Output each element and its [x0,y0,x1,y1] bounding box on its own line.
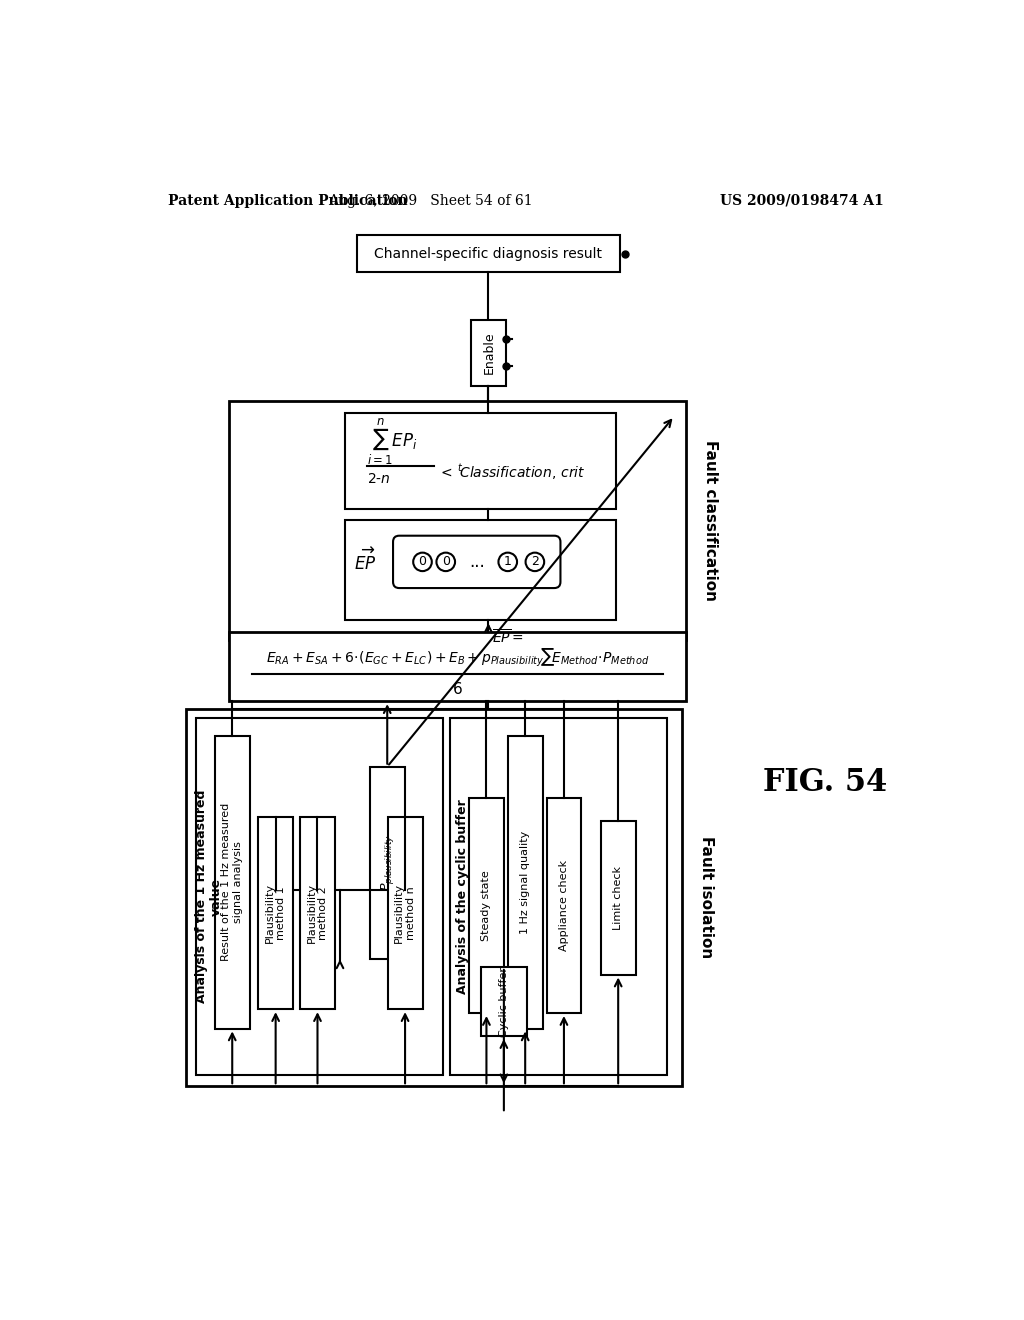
Text: 0: 0 [441,556,450,569]
Text: Analysis of the 1 Hz measured
value: Analysis of the 1 Hz measured value [195,789,222,1003]
Text: Steady state: Steady state [481,870,492,941]
Bar [471,321,506,385]
Text: 2: 2 [530,556,539,569]
Text: Plausibility
method n: Plausibility method n [394,883,416,942]
Text: $E_{RA}+E_{SA}+6\!\cdot\!(E_{GC}+E_{LC})+E_B+p_{Plausibility}\!\sum\!E_{Method}\: $E_{RA}+E_{SA}+6\!\cdot\!(E_{GC}+E_{LC})… [266,647,649,668]
Text: $<\,{}^{t}\!Classification,\,crit$: $<\,{}^{t}\!Classification,\,crit$ [438,463,586,482]
Text: Fault isolation: Fault isolation [699,837,715,958]
Bar [370,767,404,960]
FancyBboxPatch shape [393,536,560,589]
Bar [228,401,686,640]
Text: Channel-specific diagnosis result: Channel-specific diagnosis result [375,247,602,261]
Text: $\sum_{i=1}^{n}EP_i$: $\sum_{i=1}^{n}EP_i$ [367,417,418,467]
Text: Analysis of the cyclic buffer: Analysis of the cyclic buffer [457,799,469,994]
Text: Patent Application Publication: Patent Application Publication [168,194,408,207]
Bar [300,817,335,1010]
Text: $\overline{EP}=$: $\overline{EP}=$ [493,628,524,647]
Text: 6: 6 [453,682,462,697]
Bar [228,632,686,701]
Text: Plausibility
method 1: Plausibility method 1 [265,883,287,942]
Text: $2\text{-}n$: $2\text{-}n$ [367,473,390,487]
Text: Appliance check: Appliance check [559,859,569,950]
Text: $P_{plausibility}$: $P_{plausibility}$ [379,834,395,891]
Bar [197,718,442,1074]
Bar [601,821,636,974]
Bar [258,817,293,1010]
Text: FIG. 54: FIG. 54 [763,767,888,797]
Text: $\overrightarrow{EP}$: $\overrightarrow{EP}$ [354,548,377,573]
Bar [388,817,423,1010]
Text: 1 Hz signal quality: 1 Hz signal quality [520,830,530,933]
Bar [345,520,616,620]
Bar [356,235,621,272]
Text: Result of the 1 Hz measured
signal analysis: Result of the 1 Hz measured signal analy… [221,803,243,961]
Bar [469,797,504,1014]
Text: Aug. 6, 2009   Sheet 54 of 61: Aug. 6, 2009 Sheet 54 of 61 [328,194,532,207]
Bar [186,709,682,1086]
Bar [508,737,543,1028]
Text: Cyclic buffer: Cyclic buffer [499,966,509,1036]
Text: Plausibility
method 2: Plausibility method 2 [306,883,329,942]
Text: Limit check: Limit check [613,866,624,929]
Text: 1: 1 [504,556,512,569]
Text: Enable: Enable [482,331,496,374]
Text: 0: 0 [419,556,427,569]
Text: Fault classification: Fault classification [703,440,718,601]
Bar [345,412,616,508]
Text: ...: ... [469,553,484,570]
Bar [451,718,668,1074]
Bar [547,797,582,1014]
Text: US 2009/0198474 A1: US 2009/0198474 A1 [720,194,884,207]
Bar [480,966,527,1036]
Bar [215,737,250,1028]
